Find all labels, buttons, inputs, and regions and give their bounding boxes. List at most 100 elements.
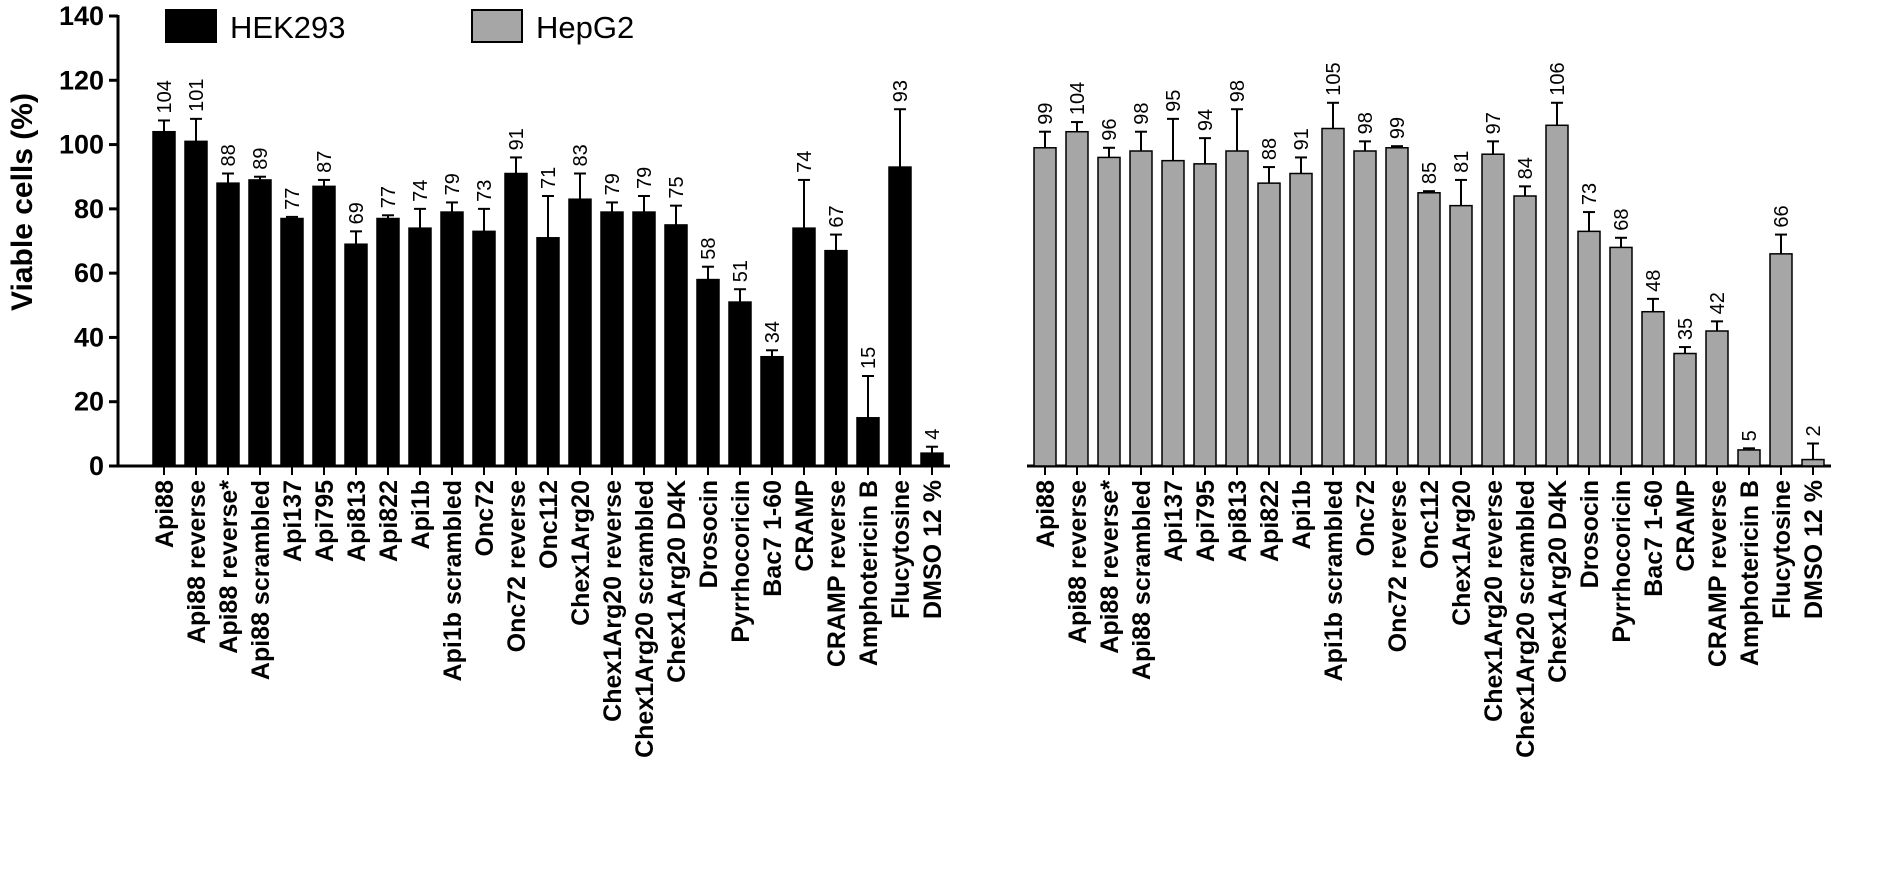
data-label: 4	[922, 429, 944, 440]
x-tick-label: Api88 reverse	[183, 480, 211, 644]
x-tick-label: Chex1Arg20 scrambled	[631, 480, 659, 758]
x-tick-label: DMSO 12 %	[1800, 480, 1828, 619]
x-tick-label: Api822	[1256, 480, 1284, 562]
data-label: 79	[602, 173, 624, 195]
x-tick-label: Api822	[375, 480, 403, 562]
bar-hek293	[856, 417, 880, 467]
legend-label: HepG2	[536, 10, 634, 45]
x-tick-label: Chex1Arg20	[567, 480, 595, 626]
x-tick-label: Onc72	[471, 480, 499, 556]
legend-swatch	[471, 9, 523, 43]
data-label: 79	[442, 173, 464, 195]
y-tick-label: 80	[74, 194, 104, 224]
x-tick-label: CRAMP	[1672, 480, 1700, 572]
x-tick-label: Api1b scrambled	[439, 480, 467, 681]
x-tick-label: Api88 reverse*	[215, 480, 243, 654]
x-tick-label: Chex1Arg20 reverse	[1480, 480, 1508, 722]
y-tick-label: 40	[74, 322, 104, 352]
data-label: 35	[1675, 318, 1697, 340]
x-tick-label: CRAMP reverse	[1704, 480, 1732, 667]
x-tick-label: Api88	[151, 480, 179, 548]
bar-hepg2	[1641, 310, 1665, 467]
x-tick-label: Api88 scrambled	[247, 480, 275, 680]
data-label: 95	[1163, 90, 1185, 112]
bar-hepg2	[1129, 150, 1153, 467]
data-label: 48	[1643, 270, 1665, 292]
data-label: 2	[1803, 425, 1825, 436]
x-tick-label: Onc72 reverse	[1384, 480, 1412, 652]
x-tick-label: Api795	[1192, 480, 1220, 562]
data-label: 87	[314, 151, 336, 173]
data-label: 101	[186, 78, 208, 111]
data-label: 74	[794, 151, 816, 173]
bar-hek293	[344, 243, 368, 467]
x-tick-label: Api88 reverse*	[1096, 480, 1124, 654]
bar-hek293	[312, 185, 336, 467]
data-label: 73	[474, 180, 496, 202]
bar-hepg2	[1161, 159, 1185, 467]
bar-hek293	[216, 182, 240, 467]
x-tick-label: Onc112	[1416, 480, 1444, 569]
data-label: 99	[1387, 117, 1409, 139]
data-label: 5	[1739, 430, 1761, 441]
data-label: 98	[1227, 80, 1249, 102]
bar-hek293	[760, 355, 784, 467]
x-tick-label: Api813	[343, 480, 371, 562]
bar-hepg2	[1513, 195, 1537, 467]
data-label: 89	[250, 147, 272, 169]
x-tick-label: Api795	[311, 480, 339, 562]
bar-hek293	[376, 217, 400, 467]
bar-hepg2	[1769, 253, 1793, 467]
x-tick-label: CRAMP	[791, 480, 819, 572]
data-label: 74	[410, 180, 432, 202]
x-tick-label: Chex1Arg20	[1448, 480, 1476, 626]
bar-hepg2	[1673, 352, 1697, 467]
data-label: 68	[1611, 209, 1633, 231]
data-label: 91	[506, 128, 528, 150]
bar-hek293	[184, 140, 208, 467]
data-label: 85	[1419, 162, 1441, 184]
data-label: 98	[1355, 112, 1377, 134]
bar-hepg2	[1545, 124, 1569, 467]
x-tick-label: CRAMP reverse	[823, 480, 851, 667]
data-label: 98	[1131, 102, 1153, 124]
x-tick-label: Amphotericin B	[1736, 480, 1764, 666]
data-label: 88	[1259, 138, 1281, 160]
data-label: 75	[666, 176, 688, 198]
data-label: 81	[1451, 151, 1473, 173]
bar-hek293	[792, 227, 816, 467]
y-tick-label: 60	[74, 258, 104, 288]
data-label: 91	[1291, 128, 1313, 150]
data-label: 42	[1707, 292, 1729, 314]
bar-hepg2	[1097, 156, 1121, 467]
bar-hepg2	[1257, 182, 1281, 467]
y-tick-label: 20	[74, 387, 104, 417]
x-tick-label: Flucytosine	[887, 480, 915, 619]
y-tick-label: 0	[89, 451, 104, 481]
bar-hepg2	[1801, 458, 1825, 467]
bar-hepg2	[1321, 127, 1345, 467]
bar-hek293	[824, 249, 848, 467]
data-label: 105	[1323, 62, 1345, 95]
data-label: 51	[730, 260, 752, 282]
bar-hek293	[696, 278, 720, 467]
legend-label: HEK293	[230, 10, 345, 45]
data-label: 66	[1771, 205, 1793, 227]
bar-hepg2	[1033, 147, 1057, 467]
data-label: 94	[1195, 109, 1217, 131]
bar-hepg2	[1385, 147, 1409, 467]
data-label: 77	[282, 188, 304, 210]
bar-hepg2	[1289, 172, 1313, 467]
x-tick-label: Bac7 1-60	[1640, 480, 1668, 597]
data-label: 104	[154, 80, 176, 113]
x-tick-label: Api1b scrambled	[1320, 480, 1348, 681]
bar-hepg2	[1225, 150, 1249, 467]
data-label: 97	[1483, 112, 1505, 134]
x-tick-label: Api88 reverse	[1064, 480, 1092, 644]
x-tick-label: Chex1Arg20 D4K	[663, 480, 691, 683]
x-tick-label: Onc72 reverse	[503, 480, 531, 652]
x-tick-label: Api1b	[407, 480, 435, 549]
bar-hepg2	[1609, 246, 1633, 467]
data-label: 71	[538, 167, 560, 189]
y-tick-label: 140	[59, 1, 104, 31]
